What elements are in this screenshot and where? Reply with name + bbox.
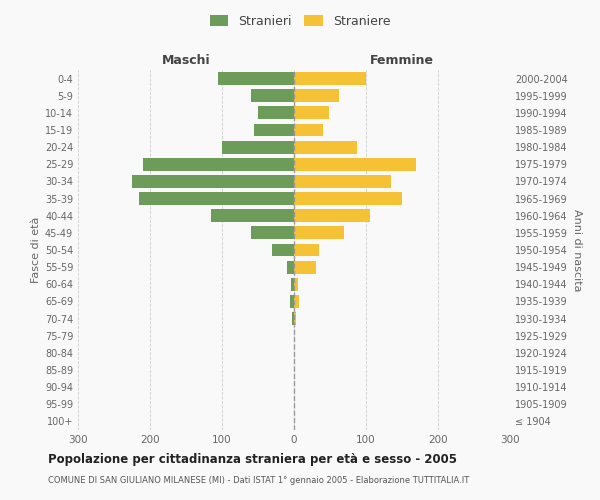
Bar <box>143 158 294 170</box>
Legend: Stranieri, Straniere: Stranieri, Straniere <box>206 11 394 32</box>
Bar <box>291 278 294 290</box>
Bar <box>222 140 294 153</box>
Bar <box>251 226 294 239</box>
Bar <box>139 192 294 205</box>
Bar <box>258 106 294 120</box>
Bar <box>272 244 294 256</box>
Bar <box>211 210 294 222</box>
Bar <box>294 210 370 222</box>
Y-axis label: Anni di nascita: Anni di nascita <box>572 209 582 291</box>
Bar <box>218 72 294 85</box>
Text: Femmine: Femmine <box>370 54 434 66</box>
Bar <box>294 158 416 170</box>
Bar <box>294 244 319 256</box>
Bar <box>294 72 366 85</box>
Bar <box>254 124 294 136</box>
Bar <box>294 90 338 102</box>
Bar <box>294 312 296 325</box>
Bar <box>294 226 344 239</box>
Text: Popolazione per cittadinanza straniera per età e sesso - 2005: Popolazione per cittadinanza straniera p… <box>48 452 457 466</box>
Bar <box>132 175 294 188</box>
Bar <box>294 140 358 153</box>
Bar <box>294 278 298 290</box>
Text: COMUNE DI SAN GIULIANO MILANESE (MI) - Dati ISTAT 1° gennaio 2005 - Elaborazione: COMUNE DI SAN GIULIANO MILANESE (MI) - D… <box>48 476 469 485</box>
Bar <box>251 90 294 102</box>
Bar <box>290 295 294 308</box>
Bar <box>294 124 323 136</box>
Y-axis label: Fasce di età: Fasce di età <box>31 217 41 283</box>
Bar <box>294 260 316 274</box>
Text: Maschi: Maschi <box>161 54 211 66</box>
Bar <box>292 312 294 325</box>
Bar <box>294 295 299 308</box>
Bar <box>287 260 294 274</box>
Bar <box>294 106 329 120</box>
Bar <box>294 175 391 188</box>
Bar <box>294 192 402 205</box>
